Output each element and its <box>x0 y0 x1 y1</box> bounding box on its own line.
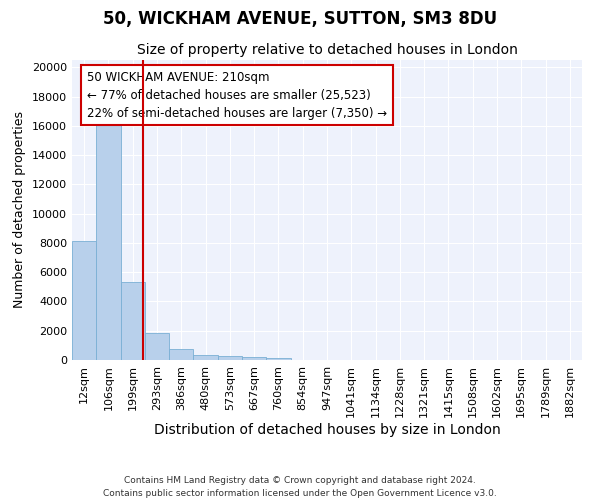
Bar <box>169 349 193 360</box>
Text: 50 WICKHAM AVENUE: 210sqm
← 77% of detached houses are smaller (25,523)
22% of s: 50 WICKHAM AVENUE: 210sqm ← 77% of detac… <box>88 70 388 120</box>
Bar <box>193 355 218 360</box>
Text: Contains HM Land Registry data © Crown copyright and database right 2024.
Contai: Contains HM Land Registry data © Crown c… <box>103 476 497 498</box>
Bar <box>242 357 266 360</box>
Y-axis label: Number of detached properties: Number of detached properties <box>13 112 26 308</box>
Bar <box>96 118 121 360</box>
X-axis label: Distribution of detached houses by size in London: Distribution of detached houses by size … <box>154 422 500 436</box>
Text: 50, WICKHAM AVENUE, SUTTON, SM3 8DU: 50, WICKHAM AVENUE, SUTTON, SM3 8DU <box>103 10 497 28</box>
Bar <box>218 356 242 360</box>
Bar <box>72 242 96 360</box>
Title: Size of property relative to detached houses in London: Size of property relative to detached ho… <box>137 44 517 58</box>
Bar <box>266 358 290 360</box>
Bar <box>145 333 169 360</box>
Bar <box>121 282 145 360</box>
